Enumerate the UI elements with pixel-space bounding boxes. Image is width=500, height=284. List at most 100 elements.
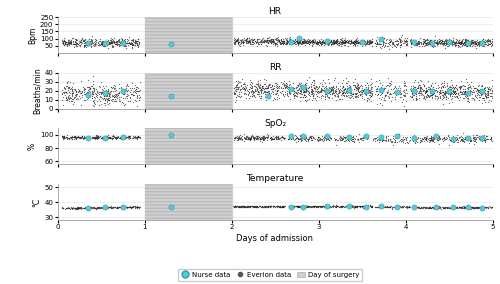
Point [480, 39, 488, 43]
Point [478, 89, 486, 93]
Point [238, 38, 246, 42]
Point [448, 99, 456, 104]
Point [133, 135, 141, 140]
Point [466, 137, 474, 142]
Point [476, 95, 484, 99]
Point [296, 136, 304, 140]
Point [75, 134, 83, 139]
Point [304, 78, 312, 82]
Point [274, 204, 282, 209]
Point [256, 135, 264, 140]
Point [262, 86, 270, 91]
Point [420, 205, 428, 210]
Point [269, 204, 277, 208]
Point [248, 41, 256, 46]
Point [94, 206, 102, 210]
Point [65, 40, 73, 45]
Point [448, 40, 456, 45]
Point [484, 95, 492, 99]
Point [269, 37, 277, 42]
Point [424, 42, 432, 46]
Point [466, 89, 474, 94]
Point [338, 38, 346, 43]
Point [124, 133, 132, 138]
Point [480, 41, 488, 45]
Point [471, 44, 479, 49]
Point [480, 138, 488, 143]
Point [308, 134, 316, 138]
Point [114, 135, 122, 139]
Point [60, 135, 68, 139]
Point [339, 88, 347, 92]
Point [265, 39, 273, 43]
Point [396, 85, 404, 90]
Point [428, 93, 436, 97]
Point [332, 39, 340, 44]
Point [73, 205, 81, 209]
Point [367, 41, 375, 45]
Point [413, 205, 421, 210]
Point [83, 42, 91, 47]
Point [414, 86, 422, 90]
Point [314, 137, 322, 142]
Point [474, 38, 482, 43]
Point [264, 133, 272, 137]
Point [422, 206, 430, 210]
Point [352, 39, 360, 44]
Point [426, 42, 434, 47]
Point [380, 86, 388, 91]
Point [299, 84, 307, 89]
Point [410, 132, 418, 137]
Point [432, 93, 440, 98]
Point [84, 41, 92, 46]
Point [266, 138, 274, 142]
Point [240, 204, 248, 209]
Point [316, 40, 324, 44]
Point [468, 43, 476, 48]
Point [74, 205, 82, 210]
Point [457, 41, 465, 45]
Point [458, 205, 466, 210]
Point [432, 205, 440, 209]
Point [460, 206, 468, 210]
Point [413, 41, 421, 46]
Point [374, 204, 382, 208]
Point [284, 87, 292, 91]
Point [368, 40, 376, 44]
Point [283, 41, 291, 46]
Point [85, 205, 93, 210]
Point [96, 205, 104, 209]
Point [272, 37, 280, 42]
Point [339, 39, 347, 44]
Point [431, 88, 439, 93]
Point [328, 85, 336, 90]
Point [339, 91, 347, 95]
Point [448, 42, 456, 47]
Point [234, 39, 242, 44]
Point [417, 205, 425, 209]
Point [379, 40, 387, 45]
Point [319, 39, 327, 43]
Point [247, 135, 255, 139]
Point [98, 136, 106, 140]
Point [254, 42, 262, 47]
Point [340, 204, 347, 208]
Point [454, 41, 462, 45]
Point [280, 89, 288, 94]
Point [395, 139, 403, 144]
Point [302, 95, 310, 100]
Point [297, 83, 305, 87]
Point [307, 39, 315, 44]
Point [415, 89, 423, 94]
Point [253, 86, 261, 91]
Point [396, 43, 404, 47]
Point [456, 205, 464, 210]
Point [230, 204, 238, 208]
Point [108, 85, 116, 90]
Point [380, 35, 388, 40]
Point [394, 134, 402, 139]
Point [450, 136, 458, 141]
Point [70, 45, 78, 49]
Point [290, 91, 298, 95]
Point [450, 205, 458, 210]
